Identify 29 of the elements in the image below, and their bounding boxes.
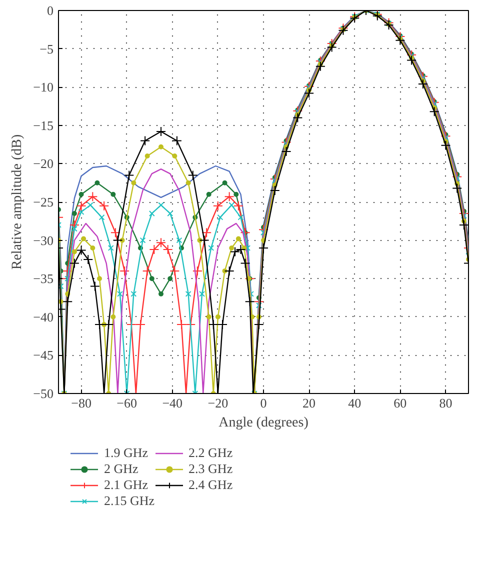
- x-tick-label: −60: [116, 396, 138, 410]
- y-tick-label: −20: [33, 156, 54, 172]
- y-tick-label: −10: [33, 80, 54, 95]
- legend-label: 2.4 GHz: [188, 477, 233, 493]
- legend-label: 1.9 GHz: [104, 445, 148, 461]
- y-tick-label: −45: [33, 348, 54, 363]
- y-tick-label: −25: [33, 194, 54, 210]
- legend-label: 2.15 GHz: [104, 493, 155, 509]
- x-tick-label: 80: [439, 396, 452, 410]
- legend-label: 2.2 GHz: [188, 445, 233, 461]
- legend-label: 2.1 GHz: [104, 477, 148, 493]
- y-tick-label: −15: [33, 118, 54, 133]
- y-axis-title: Relative amplitude (dB): [10, 134, 26, 270]
- x-tick-label: −20: [208, 396, 228, 410]
- legend-label: 2 GHz: [104, 461, 138, 477]
- x-tick-label: −80: [71, 396, 92, 410]
- y-tick-label: −40: [33, 309, 54, 324]
- x-axis-title: Angle (degrees): [218, 416, 309, 430]
- x-tick-label: 40: [348, 396, 362, 410]
- x-tick-label: −40: [162, 396, 183, 410]
- y-tick-label: −30: [33, 232, 54, 248]
- y-tick-label: −50: [33, 386, 54, 401]
- x-tick-label: 60: [394, 396, 407, 410]
- y-tick-label: 0: [47, 3, 54, 18]
- y-tick-label: −5: [40, 41, 54, 56]
- y-tick-label: −35: [33, 271, 54, 286]
- x-tick-label: 0: [260, 396, 267, 410]
- legend-label: 2.3 GHz: [188, 461, 233, 477]
- x-tick-label: 20: [302, 396, 316, 410]
